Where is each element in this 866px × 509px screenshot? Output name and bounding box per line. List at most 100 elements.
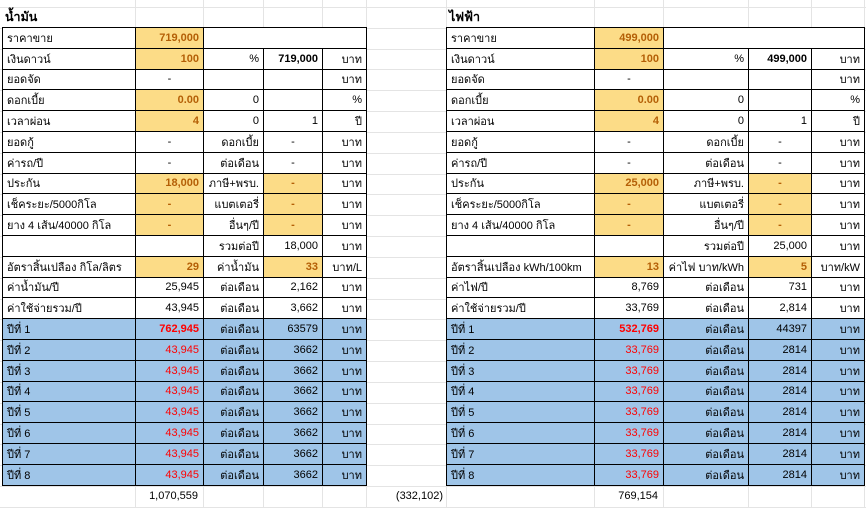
oil-cell-r1-c1[interactable]: ราคาขาย	[2, 27, 136, 49]
ev-cell-r13-c3[interactable]: ต่อเดือน	[663, 276, 749, 299]
ev-cell-r17-c1[interactable]: ปีที่ 3	[446, 359, 595, 382]
ev-cell-r6-c4[interactable]: -	[748, 130, 812, 153]
ev-cell-r18-c3[interactable]: ต่อเดือน	[663, 380, 749, 403]
oil-cell-r15-c1[interactable]: ปีที่ 1	[2, 318, 136, 340]
oil-cell-r13-c3[interactable]: ต่อเดือน	[203, 276, 264, 299]
ev-cell-r7-c3[interactable]: ต่อเดือน	[663, 151, 749, 174]
ev-cell-r10-c3[interactable]: อื่นๆ/ปี	[663, 214, 749, 236]
ev-cell-r9-c3[interactable]: แบตเตอรี่	[663, 193, 749, 216]
ev-cell-r12-c1[interactable]: อัตราสิ้นเปลือง kWh/100km	[446, 255, 595, 278]
oil-cell-r13-c2[interactable]: 25,945	[135, 276, 204, 299]
oil-cell-r21-c5[interactable]: บาท	[322, 442, 367, 465]
ev-cell-r6-c5[interactable]: บาท	[811, 130, 865, 153]
oil-cell-r6-c4[interactable]: -	[263, 130, 323, 153]
oil-cell-r19-c3[interactable]: ต่อเดือน	[203, 401, 264, 424]
ev-cell-r16-c5[interactable]: บาท	[811, 338, 865, 361]
oil-cell-r6-c5[interactable]: บาท	[322, 130, 367, 153]
oil-cell-r10-c5[interactable]: บาท	[322, 214, 367, 236]
oil-cell-r17-c4[interactable]: 3662	[263, 359, 323, 382]
oil-cell-r11-c4[interactable]: 18,000	[263, 234, 323, 257]
oil-cell-r4-c3[interactable]: 0	[203, 89, 264, 112]
ev-cell-r4-c3[interactable]: 0	[663, 89, 749, 112]
oil-cell-r9-c4[interactable]: -	[263, 193, 323, 216]
oil-cell-r1-c3[interactable]	[203, 27, 367, 49]
ev-cell-r13-c4[interactable]: 731	[748, 276, 812, 299]
oil-cell-r22-c5[interactable]: บาท	[322, 463, 367, 486]
oil-cell-r12-c1[interactable]: อัตราสิ้นเปลือง กิโล/ลิตร	[2, 255, 136, 278]
oil-cell-r16-c4[interactable]: 3662	[263, 338, 323, 361]
oil-cell-r12-c5[interactable]: บาท/L	[322, 255, 367, 278]
ev-cell-r12-c3[interactable]: ค่าไฟ บาท/kWh	[663, 255, 749, 278]
oil-cell-r21-c1[interactable]: ปีที่ 7	[2, 442, 136, 465]
oil-cell-r13-c4[interactable]: 2,162	[263, 276, 323, 299]
oil-cell-r14-c5[interactable]: บาท	[322, 297, 367, 320]
oil-cell-r2-c4[interactable]: 719,000	[263, 47, 323, 70]
ev-cell-r4-c4[interactable]	[748, 89, 812, 112]
oil-cell-r18-c1[interactable]: ปีที่ 4	[2, 380, 136, 403]
oil-cell-r7-c2[interactable]: -	[135, 151, 204, 174]
ev-cell-r11-c4[interactable]: 25,000	[748, 234, 812, 257]
oil-cell-r18-c4[interactable]: 3662	[263, 380, 323, 403]
oil-cell-r22-c2[interactable]: 43,945	[135, 463, 204, 486]
oil-cell-r8-c3[interactable]: ภาษี+พรบ.	[203, 172, 264, 195]
ev-cell-r3-c2[interactable]: -	[594, 68, 664, 91]
oil-cell-r7-c5[interactable]: บาท	[322, 151, 367, 174]
oil-cell-r11-c5[interactable]: บาท	[322, 234, 367, 257]
ev-cell-r5-c2[interactable]: 4	[594, 110, 664, 132]
ev-cell-r11-c1[interactable]	[446, 234, 595, 257]
oil-cell-r5-c3[interactable]: 0	[203, 110, 264, 132]
ev-cell-r12-c2[interactable]: 13	[594, 255, 664, 278]
oil-cell-r19-c1[interactable]: ปีที่ 5	[2, 401, 136, 424]
ev-cell-r5-c5[interactable]: ปี	[811, 110, 865, 132]
oil-cell-r8-c1[interactable]: ประกัน	[2, 172, 136, 195]
ev-cell-r17-c4[interactable]: 2814	[748, 359, 812, 382]
ev-cell-r3-c3[interactable]	[663, 68, 749, 91]
ev-cell-r2-c1[interactable]: เงินดาวน์	[446, 47, 595, 70]
ev-cell-r14-c5[interactable]: บาท	[811, 297, 865, 320]
oil-total-cell[interactable]: 1,070,559	[149, 489, 198, 502]
oil-cell-r17-c2[interactable]: 43,945	[135, 359, 204, 382]
ev-cell-r10-c5[interactable]: บาท	[811, 214, 865, 236]
oil-cell-r2-c1[interactable]: เงินดาวน์	[2, 47, 136, 70]
ev-cell-r18-c4[interactable]: 2814	[748, 380, 812, 403]
ev-cell-r10-c4[interactable]: -	[748, 214, 812, 236]
oil-cell-r9-c1[interactable]: เช็คระยะ/5000กิโล	[2, 193, 136, 216]
oil-cell-r5-c2[interactable]: 4	[135, 110, 204, 132]
ev-cell-r19-c5[interactable]: บาท	[811, 401, 865, 424]
oil-cell-r14-c2[interactable]: 43,945	[135, 297, 204, 320]
oil-cell-r21-c2[interactable]: 43,945	[135, 442, 204, 465]
ev-cell-r1-c2[interactable]: 499,000	[594, 27, 664, 49]
ev-cell-r6-c3[interactable]: ดอกเบี้ย	[663, 130, 749, 153]
ev-cell-r9-c1[interactable]: เช็คระยะ/5000กิโล	[446, 193, 595, 216]
ev-cell-r8-c3[interactable]: ภาษี+พรบ.	[663, 172, 749, 195]
oil-cell-r22-c3[interactable]: ต่อเดือน	[203, 463, 264, 486]
ev-cell-r14-c3[interactable]: ต่อเดือน	[663, 297, 749, 320]
ev-cell-r7-c5[interactable]: บาท	[811, 151, 865, 174]
ev-cell-r15-c2[interactable]: 532,769	[594, 318, 664, 340]
ev-cell-r12-c4[interactable]: 5	[748, 255, 812, 278]
ev-cell-r22-c5[interactable]: บาท	[811, 463, 865, 486]
ev-cell-r8-c1[interactable]: ประกัน	[446, 172, 595, 195]
oil-cell-r15-c4[interactable]: 63579	[263, 318, 323, 340]
ev-cell-r21-c1[interactable]: ปีที่ 7	[446, 442, 595, 465]
oil-cell-r16-c2[interactable]: 43,945	[135, 338, 204, 361]
oil-cell-r8-c4[interactable]: -	[263, 172, 323, 195]
ev-cell-r2-c2[interactable]: 100	[594, 47, 664, 70]
ev-cell-r17-c2[interactable]: 33,769	[594, 359, 664, 382]
ev-cell-r5-c1[interactable]: เวลาผ่อน	[446, 110, 595, 132]
ev-cell-r18-c1[interactable]: ปีที่ 4	[446, 380, 595, 403]
ev-cell-r17-c5[interactable]: บาท	[811, 359, 865, 382]
oil-cell-r4-c5[interactable]: %	[322, 89, 367, 112]
ev-cell-r11-c3[interactable]: รวมต่อปี	[663, 234, 749, 257]
oil-cell-r14-c3[interactable]: ต่อเดือน	[203, 297, 264, 320]
oil-cell-r6-c3[interactable]: ดอกเบี้ย	[203, 130, 264, 153]
oil-cell-r10-c1[interactable]: ยาง 4 เส้น/40000 กิโล	[2, 214, 136, 236]
ev-cell-r21-c5[interactable]: บาท	[811, 442, 865, 465]
ev-cell-r8-c5[interactable]: บาท	[811, 172, 865, 195]
ev-cell-r22-c4[interactable]: 2814	[748, 463, 812, 486]
ev-cell-r12-c5[interactable]: บาท/kW	[811, 255, 865, 278]
oil-cell-r4-c1[interactable]: ดอกเบี้ย	[2, 89, 136, 112]
ev-cell-r14-c4[interactable]: 2,814	[748, 297, 812, 320]
ev-cell-r8-c4[interactable]: -	[748, 172, 812, 195]
ev-cell-r14-c2[interactable]: 33,769	[594, 297, 664, 320]
